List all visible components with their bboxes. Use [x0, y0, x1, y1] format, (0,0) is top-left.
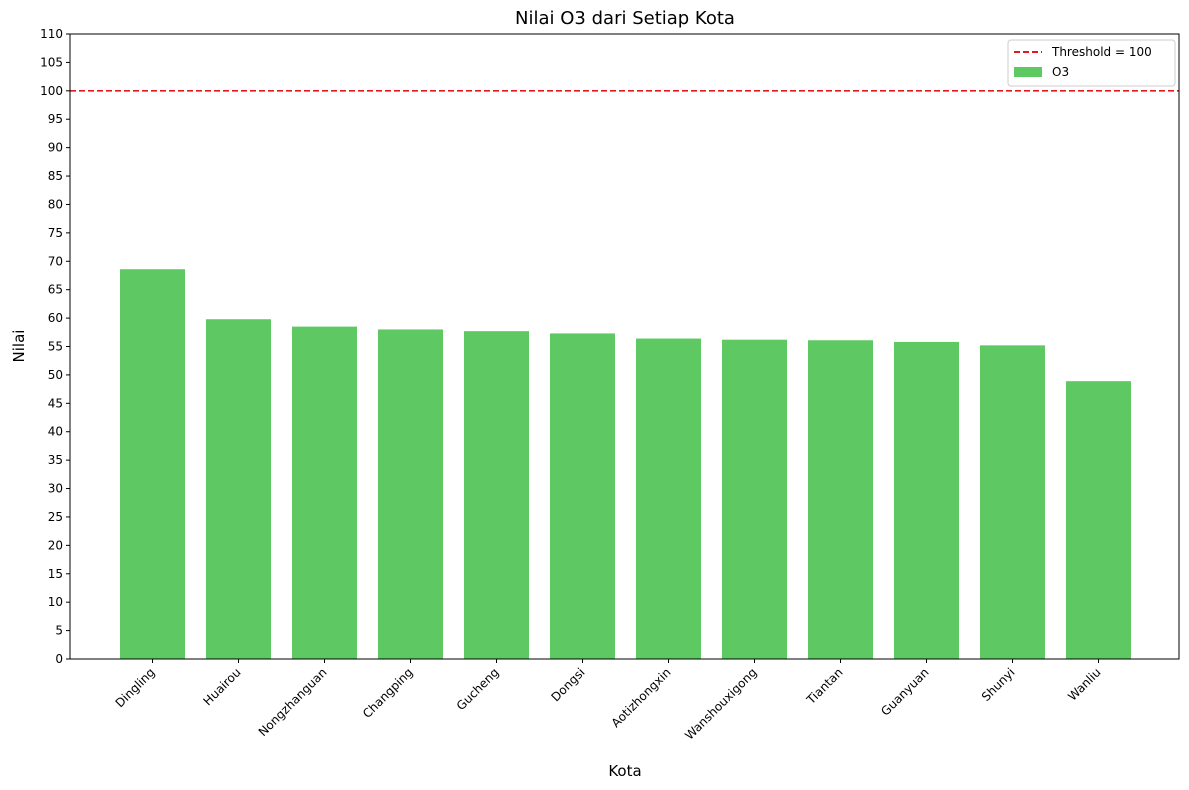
y-tick-label: 80	[48, 197, 63, 211]
bar-changping	[378, 329, 443, 659]
bar-shunyi	[980, 345, 1045, 659]
y-tick-label: 90	[48, 141, 63, 155]
y-tick-label: 75	[48, 226, 63, 240]
y-tick-label: 85	[48, 169, 63, 183]
legend-threshold-label: Threshold = 100	[1051, 45, 1152, 59]
y-tick-label: 100	[40, 84, 63, 98]
y-tick-label: 15	[48, 567, 63, 581]
bar-wanshouxigong	[722, 339, 787, 659]
bar-gucheng	[464, 331, 529, 659]
bar-huairou	[206, 319, 271, 659]
bar-dongsi	[550, 333, 615, 659]
y-tick-label: 50	[48, 368, 63, 382]
bar-guanyuan	[894, 341, 959, 659]
y-tick-label: 5	[55, 624, 63, 638]
y-tick-label: 65	[48, 283, 63, 297]
y-tick-label: 105	[40, 55, 63, 69]
bar-aotizhongxin	[636, 338, 701, 659]
y-tick-label: 110	[40, 27, 63, 41]
bar-nongzhanguan	[292, 326, 357, 659]
bar-dingling	[120, 269, 185, 659]
legend: Threshold = 100 O3	[1007, 39, 1176, 87]
y-tick-label: 0	[55, 652, 63, 666]
y-tick-label: 40	[48, 425, 63, 439]
bar-wanliu	[1066, 381, 1131, 659]
y-tick-label: 35	[48, 453, 63, 467]
y-tick-label: 25	[48, 510, 63, 524]
bar-tiantan	[808, 340, 873, 659]
y-tick-label: 20	[48, 538, 63, 552]
y-tick-label: 30	[48, 482, 63, 496]
legend-o3-label: O3	[1052, 65, 1069, 79]
y-axis-title: Nilai	[10, 330, 28, 363]
bars-group	[120, 269, 1131, 659]
legend-o3-swatch	[1014, 67, 1042, 77]
y-tick-label: 45	[48, 396, 63, 410]
x-axis-title: Kota	[608, 762, 641, 780]
y-tick-label: 10	[48, 595, 63, 609]
y-tick-label: 95	[48, 112, 63, 126]
legend-box	[1007, 39, 1176, 87]
y-axis-ticks: 0 5 10 15 20 25 30 35 40 45 50 55 60 65 70 75 80 85 90 95 10…	[40, 27, 70, 666]
y-tick-label: 55	[48, 340, 63, 354]
y-tick-label: 60	[48, 311, 63, 325]
chart-title: Nilai O3 dari Setiap Kota	[515, 8, 735, 29]
y-tick-label: 70	[48, 254, 63, 268]
